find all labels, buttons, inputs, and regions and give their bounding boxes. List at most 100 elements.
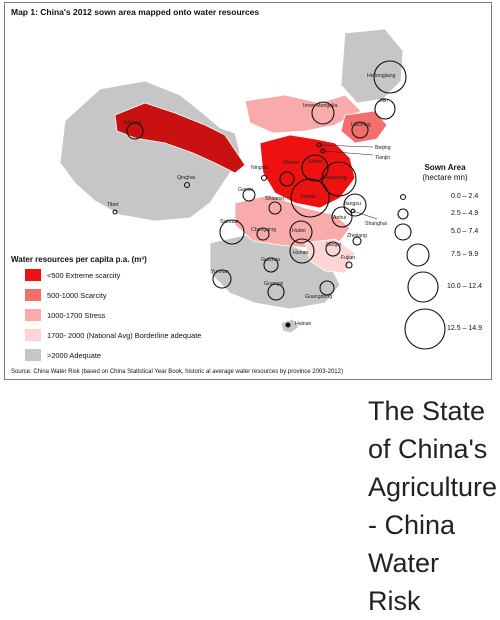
province-label: Liaoning <box>351 122 371 128</box>
bubble-fujian <box>345 261 353 269</box>
sown-legend-unit: (hectare mn) <box>422 173 468 182</box>
bubble-yunnan <box>212 269 232 289</box>
region-northwest-red <box>114 102 246 174</box>
sown-legend-label: 12.5 – 14.9 <box>447 325 483 332</box>
bubble-anhui <box>331 206 353 228</box>
sown-legend-title: Sown Area (hectare mn) <box>400 163 490 183</box>
region-west <box>59 80 241 222</box>
province-label: Heilongjiang <box>367 73 396 79</box>
bubble-gansu <box>242 188 256 202</box>
province-label: Henan <box>301 194 316 200</box>
province-label: Zhejiang <box>347 233 367 239</box>
bubble-qinghai <box>183 181 191 189</box>
province-label: Inner Mongolia <box>303 103 337 109</box>
sown-legend-heading: Sown Area <box>424 163 466 172</box>
province-label: Jiangsu <box>343 201 361 207</box>
province-label: Ningxia <box>251 165 268 171</box>
tianjin-pointer <box>322 150 374 156</box>
bubble-xinjiang <box>126 122 144 140</box>
bubble-guizhou <box>263 257 279 273</box>
province-label: Tibet <box>107 202 119 208</box>
province-label: Guangdong <box>305 294 332 300</box>
province-label: Hainan <box>295 321 312 327</box>
bubble-sichuan <box>219 219 245 245</box>
water-legend-row: <500 Extreme scarcity <box>25 269 120 281</box>
province-label: Guangxi <box>264 281 283 287</box>
province-label: Guizhou <box>261 257 280 263</box>
bubble-tianjin <box>320 148 326 154</box>
bubble-hunan <box>289 238 315 264</box>
bubble-tibet <box>112 209 118 215</box>
bubble-shaanxi <box>279 171 295 187</box>
region-north-china-red <box>259 134 356 209</box>
province-label: Shanghai <box>365 221 387 227</box>
legend-label: 1700- 2000 (National Avg) Borderline ade… <box>47 330 202 340</box>
sown-legend-circle-1 <box>399 193 407 201</box>
province-label: Tianjin <box>375 155 390 161</box>
bubble-shanxi <box>268 201 282 215</box>
legend-swatch <box>25 269 41 281</box>
bubble-hainan <box>285 322 291 328</box>
province-label: Gansu <box>238 187 253 193</box>
bubble-beijing <box>316 142 322 148</box>
province-label: Chongqing <box>251 227 276 233</box>
province-label: Jiangxi <box>325 242 341 248</box>
bubble-hebei <box>301 154 329 182</box>
legend-swatch <box>25 349 41 361</box>
province-label: Xinjiang <box>123 120 142 126</box>
sown-legend-label: 5.0 – 7.4 <box>451 228 479 235</box>
bubble-hubei <box>289 220 313 244</box>
beijing-pointer <box>318 144 374 148</box>
region-central-pink <box>234 194 351 249</box>
bubble-shanghai <box>350 208 356 214</box>
sown-legend-circle-3 <box>394 223 412 241</box>
province-label: Shaanxi <box>265 196 284 202</box>
water-legend-row: 1000-1700 Stress <box>25 309 105 321</box>
region-southeast-pink <box>304 238 356 274</box>
sown-legend-circle-4 <box>406 243 430 267</box>
page-caption: The State of China's Agriculture - China… <box>368 396 498 616</box>
sown-legend-circle-5 <box>407 271 439 303</box>
bubble-liaoning <box>351 121 369 139</box>
province-label: Sichuan <box>220 219 239 225</box>
province-label: Beijing <box>375 145 391 151</box>
province-label: Shanxi <box>283 160 299 166</box>
bubble-jiangsu <box>343 193 367 217</box>
bubble-ningxia <box>260 174 268 182</box>
bubble-zhejiang <box>352 236 362 246</box>
sown-legend-label: 10.0 – 12.4 <box>447 283 483 290</box>
province-label: Hunan <box>293 250 308 256</box>
bubble-inner-mongolia <box>311 101 335 125</box>
region-northeast-grey <box>340 28 404 104</box>
province-label: Shandong <box>323 175 347 181</box>
map-title: Map 1: China's 2012 sown area mapped ont… <box>11 7 260 17</box>
province-label: Hubei <box>292 228 306 234</box>
legend-swatch <box>25 329 41 341</box>
china-map: Heilongjiang Jilin Liaoning Inner Mongol… <box>59 28 446 350</box>
bubble-jiangxi <box>325 241 341 257</box>
province-label: Hebei <box>309 159 323 165</box>
legend-label: 1000-1700 Stress <box>47 310 106 320</box>
bubble-jilin <box>374 98 396 120</box>
sown-legend-circle-6 <box>404 308 446 350</box>
map-panel: Map 1: China's 2012 sown area mapped ont… <box>4 2 492 380</box>
bubble-guangxi <box>267 283 285 301</box>
province-label: Yunnan <box>211 269 229 275</box>
source-note: Source: China Water Risk (based on China… <box>11 369 343 375</box>
shanghai-pointer <box>352 210 378 220</box>
legend-label: >2000 Adequate <box>47 350 102 360</box>
bubble-heilongjiang <box>373 60 407 94</box>
province-label: Qinghai <box>177 175 195 181</box>
legend-label: <500 Extreme scarcity <box>47 270 121 280</box>
sown-legend-label: 0.0 – 2.4 <box>451 193 479 200</box>
water-legend-title: Water resources per capita p.a. (m³) <box>11 255 147 264</box>
sown-legend-label: 2.5 – 4.9 <box>451 210 479 217</box>
sown-legend-label: 7.5 – 9.9 <box>451 251 479 258</box>
water-legend-row: >2000 Adequate <box>25 349 101 361</box>
water-legend-row: 500-1000 Scarcity <box>25 289 107 301</box>
bubble-shandong <box>321 161 357 197</box>
bubble-chongqing <box>256 227 270 241</box>
bubble-henan <box>290 178 330 218</box>
sown-legend-circle-2 <box>397 208 409 220</box>
legend-label: 500-1000 Scarcity <box>47 290 107 300</box>
